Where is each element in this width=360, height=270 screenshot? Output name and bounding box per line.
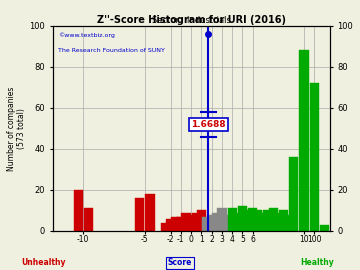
- Bar: [192, 212, 201, 231]
- Bar: [84, 208, 93, 231]
- Bar: [279, 211, 288, 231]
- Bar: [73, 190, 83, 231]
- Bar: [161, 223, 170, 231]
- Text: Unhealthy: Unhealthy: [21, 258, 66, 267]
- Bar: [171, 217, 180, 231]
- Bar: [300, 50, 309, 231]
- Bar: [243, 211, 252, 231]
- Bar: [207, 215, 216, 231]
- Bar: [176, 217, 185, 231]
- Bar: [248, 208, 257, 231]
- Bar: [269, 208, 278, 231]
- Bar: [253, 211, 262, 231]
- Text: The Research Foundation of SUNY: The Research Foundation of SUNY: [58, 48, 165, 53]
- Bar: [238, 206, 247, 231]
- Bar: [186, 215, 196, 231]
- Bar: [181, 212, 190, 231]
- Bar: [284, 215, 293, 231]
- Bar: [217, 208, 226, 231]
- Text: Healthy: Healthy: [300, 258, 334, 267]
- Y-axis label: Number of companies
(573 total): Number of companies (573 total): [7, 86, 26, 171]
- Bar: [258, 212, 267, 231]
- Text: 1.6688: 1.6688: [191, 120, 225, 129]
- Bar: [166, 219, 175, 231]
- Bar: [135, 198, 144, 231]
- Bar: [320, 225, 329, 231]
- Bar: [197, 211, 206, 231]
- Bar: [233, 212, 242, 231]
- Bar: [202, 217, 211, 231]
- Bar: [264, 211, 273, 231]
- Bar: [289, 157, 298, 231]
- Title: Z''-Score Histogram for URI (2016): Z''-Score Histogram for URI (2016): [96, 15, 285, 25]
- Bar: [274, 212, 283, 231]
- Text: Sector:  Industrials: Sector: Industrials: [152, 16, 230, 25]
- Bar: [310, 83, 319, 231]
- Bar: [212, 212, 221, 231]
- Bar: [222, 215, 231, 231]
- Bar: [228, 208, 237, 231]
- Text: ©www.textbiz.org: ©www.textbiz.org: [58, 32, 115, 38]
- Text: Score: Score: [168, 258, 192, 267]
- Bar: [145, 194, 155, 231]
